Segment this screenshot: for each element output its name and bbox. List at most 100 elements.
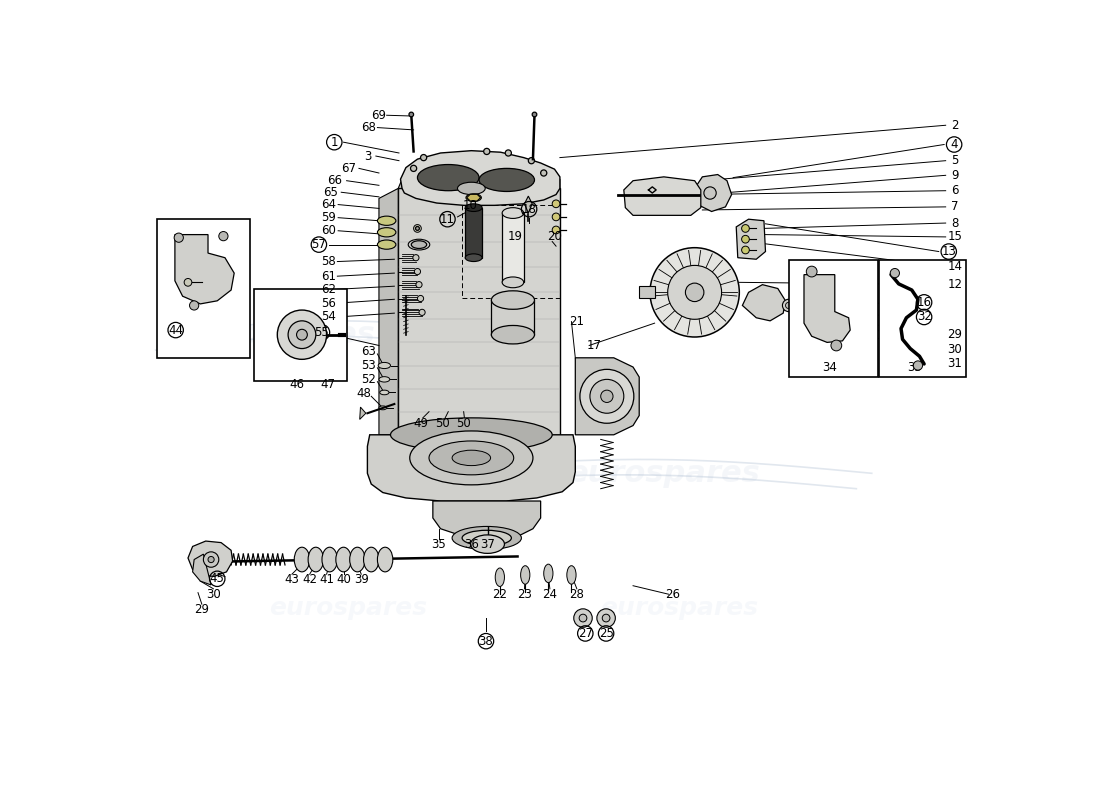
Circle shape <box>785 302 792 309</box>
Bar <box>157 219 250 358</box>
Circle shape <box>415 269 420 274</box>
Polygon shape <box>742 285 785 321</box>
Circle shape <box>184 278 191 286</box>
Circle shape <box>414 225 421 232</box>
Text: 16: 16 <box>916 296 932 309</box>
Ellipse shape <box>408 239 430 250</box>
Text: eurospares: eurospares <box>270 596 427 620</box>
Ellipse shape <box>458 182 485 194</box>
Ellipse shape <box>465 204 482 211</box>
Ellipse shape <box>452 526 521 550</box>
Ellipse shape <box>471 535 505 554</box>
Text: 5: 5 <box>952 154 958 167</box>
Text: 68: 68 <box>362 121 376 134</box>
Circle shape <box>741 246 749 254</box>
Circle shape <box>603 614 609 622</box>
Ellipse shape <box>543 564 553 582</box>
Text: 6: 6 <box>952 184 959 198</box>
Text: 30: 30 <box>206 588 221 601</box>
Circle shape <box>505 150 512 156</box>
Polygon shape <box>695 174 732 211</box>
Polygon shape <box>398 179 560 188</box>
Ellipse shape <box>336 547 351 572</box>
Text: 29: 29 <box>195 603 209 616</box>
Text: 53: 53 <box>362 359 376 372</box>
Text: 7: 7 <box>952 200 959 214</box>
Ellipse shape <box>363 547 378 572</box>
Text: 27: 27 <box>578 627 593 640</box>
Circle shape <box>890 269 900 278</box>
Polygon shape <box>192 554 211 585</box>
Bar <box>789 260 878 377</box>
Polygon shape <box>360 407 366 419</box>
Circle shape <box>288 321 316 349</box>
Text: 35: 35 <box>431 538 447 550</box>
Circle shape <box>420 154 427 161</box>
Text: eurospares: eurospares <box>183 320 375 349</box>
Text: 47: 47 <box>320 378 336 391</box>
Text: 37: 37 <box>480 538 495 550</box>
Text: 3: 3 <box>364 150 371 162</box>
Text: 48: 48 <box>356 387 371 401</box>
Ellipse shape <box>295 547 310 572</box>
Text: 49: 49 <box>412 417 428 430</box>
Circle shape <box>208 557 214 562</box>
Text: 45: 45 <box>210 572 224 586</box>
Ellipse shape <box>377 216 396 226</box>
Polygon shape <box>736 219 766 259</box>
Text: 38: 38 <box>478 634 494 648</box>
Text: 52: 52 <box>362 373 376 386</box>
Circle shape <box>601 390 613 402</box>
Ellipse shape <box>452 450 491 466</box>
Text: 19: 19 <box>508 230 522 242</box>
Ellipse shape <box>503 277 524 288</box>
Circle shape <box>704 187 716 199</box>
Bar <box>492 300 535 334</box>
Circle shape <box>579 614 587 622</box>
Circle shape <box>418 295 424 302</box>
Polygon shape <box>367 435 575 501</box>
Ellipse shape <box>377 228 396 237</box>
Text: 63: 63 <box>362 345 376 358</box>
Ellipse shape <box>322 547 338 572</box>
Text: 4: 4 <box>950 138 958 151</box>
Text: 61: 61 <box>320 270 336 282</box>
Text: 28: 28 <box>570 588 584 601</box>
Circle shape <box>597 609 615 627</box>
Circle shape <box>189 301 199 310</box>
Text: 13: 13 <box>942 245 956 258</box>
Circle shape <box>174 233 184 242</box>
Text: 34: 34 <box>822 362 837 374</box>
Ellipse shape <box>378 362 390 369</box>
Circle shape <box>552 213 560 221</box>
Text: 30: 30 <box>947 343 962 356</box>
Text: 58: 58 <box>321 255 336 268</box>
Bar <box>465 208 482 258</box>
Ellipse shape <box>466 194 482 202</box>
Circle shape <box>782 299 794 312</box>
Circle shape <box>541 170 547 176</box>
Circle shape <box>484 148 490 154</box>
Text: 69: 69 <box>372 109 386 122</box>
Text: 46: 46 <box>289 378 305 391</box>
Text: 60: 60 <box>321 224 336 238</box>
Circle shape <box>741 235 749 243</box>
Circle shape <box>219 231 228 241</box>
Bar <box>880 260 966 377</box>
Circle shape <box>484 544 491 550</box>
Text: 23: 23 <box>517 588 532 601</box>
Text: 67: 67 <box>341 162 355 175</box>
Ellipse shape <box>377 240 396 250</box>
Ellipse shape <box>492 326 535 344</box>
Text: 50: 50 <box>456 417 471 430</box>
Text: 56: 56 <box>321 297 336 310</box>
Circle shape <box>812 313 816 318</box>
Circle shape <box>532 112 537 117</box>
Ellipse shape <box>379 390 389 394</box>
Text: 32: 32 <box>916 310 932 323</box>
Text: 29: 29 <box>947 328 962 341</box>
Polygon shape <box>398 188 560 435</box>
Text: 25: 25 <box>598 627 614 640</box>
Circle shape <box>799 308 803 312</box>
Text: eurospares: eurospares <box>601 596 758 620</box>
